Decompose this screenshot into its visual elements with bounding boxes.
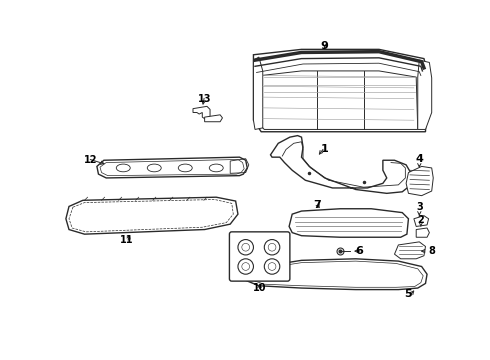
Text: 11: 11 bbox=[121, 235, 134, 244]
FancyBboxPatch shape bbox=[229, 232, 290, 281]
Text: 10: 10 bbox=[253, 283, 267, 293]
Polygon shape bbox=[193, 106, 210, 119]
Polygon shape bbox=[414, 216, 429, 226]
Polygon shape bbox=[205, 115, 222, 122]
Text: 3: 3 bbox=[416, 202, 423, 212]
Text: 9: 9 bbox=[321, 41, 329, 51]
Polygon shape bbox=[97, 157, 247, 178]
Text: 13: 13 bbox=[198, 94, 211, 104]
Polygon shape bbox=[270, 136, 412, 193]
Polygon shape bbox=[66, 197, 238, 234]
Text: 5: 5 bbox=[405, 289, 412, 299]
Text: 12: 12 bbox=[84, 155, 98, 165]
Text: 7: 7 bbox=[313, 200, 321, 210]
Polygon shape bbox=[289, 209, 409, 237]
Polygon shape bbox=[253, 57, 263, 130]
Polygon shape bbox=[416, 228, 429, 237]
Text: 4: 4 bbox=[416, 154, 423, 165]
Polygon shape bbox=[406, 166, 433, 195]
Text: 6: 6 bbox=[356, 246, 364, 256]
Polygon shape bbox=[253, 49, 427, 132]
Text: 2: 2 bbox=[417, 215, 424, 225]
Text: 8: 8 bbox=[428, 246, 435, 256]
Polygon shape bbox=[418, 60, 432, 130]
Polygon shape bbox=[245, 259, 427, 289]
Polygon shape bbox=[394, 242, 425, 259]
Text: 1: 1 bbox=[321, 144, 329, 154]
